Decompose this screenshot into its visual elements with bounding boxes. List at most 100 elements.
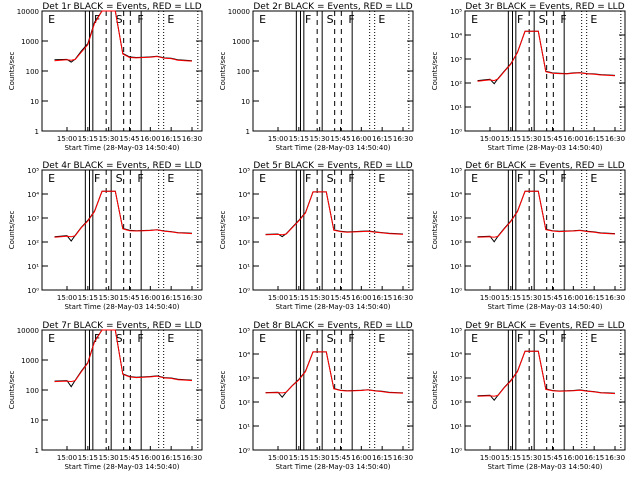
x-tick-label: 15:30 xyxy=(99,454,119,462)
x-tick-label: 16:00 xyxy=(140,454,160,462)
x-axis-label: Start Time (28-May-03 14:50:40) xyxy=(275,144,390,152)
plot-frame xyxy=(464,10,626,132)
lld-series-line xyxy=(477,350,616,397)
segment-label: E xyxy=(48,332,55,345)
segment-label: E xyxy=(471,13,478,26)
x-tick-label: 16:15 xyxy=(584,294,604,302)
segment-label: S xyxy=(116,172,123,185)
x-tick-label: 16:00 xyxy=(563,135,583,143)
lld-series-line xyxy=(265,191,404,236)
y-tick-label: 10⁵ xyxy=(450,327,462,335)
x-tick-label: 16:30 xyxy=(605,294,625,302)
x-axis-label: Start Time (28-May-03 14:50:40) xyxy=(64,144,179,152)
x-tick-label: 15:45 xyxy=(119,135,139,143)
y-tick-label: 1 xyxy=(246,128,250,136)
x-tick-label: 16:15 xyxy=(161,135,181,143)
segment-label: E xyxy=(471,332,478,345)
x-tick-label: 15:00 xyxy=(268,454,288,462)
x-tick-label: 15:00 xyxy=(268,294,288,302)
x-tick-label: 16:30 xyxy=(605,454,625,462)
x-axis-label: Start Time (28-May-03 14:50:40) xyxy=(64,463,179,471)
y-tick-label: 10⁵ xyxy=(238,167,250,175)
y-axis-label: Counts/sec xyxy=(431,52,439,91)
y-tick-label: 100 xyxy=(237,68,250,76)
x-tick-label: 15:45 xyxy=(542,454,562,462)
x-tick-label: 15:45 xyxy=(119,294,139,302)
x-tick-label: 15:30 xyxy=(310,294,330,302)
y-axis-label: Counts/sec xyxy=(8,211,16,250)
x-tick-label: 15:00 xyxy=(480,135,500,143)
segment-label: F xyxy=(517,172,523,185)
lld-series-line xyxy=(477,190,616,238)
segment-label: S xyxy=(539,172,546,185)
y-tick-label: 10⁴ xyxy=(450,351,462,359)
x-tick-label: 16:00 xyxy=(140,135,160,143)
segment-label: F xyxy=(517,332,523,345)
segment-label: F xyxy=(94,172,100,185)
chart-title: Det 6r BLACK = Events, RED = LLD xyxy=(465,161,624,171)
segment-label: F xyxy=(348,13,354,26)
y-tick-label: 10⁴ xyxy=(238,191,250,199)
x-tick-label: 15:15 xyxy=(78,135,98,143)
y-tick-label: 10¹ xyxy=(238,423,250,431)
chart-title: Det 1r BLACK = Events, RED = LLD xyxy=(42,2,201,12)
lld-series-line xyxy=(477,30,616,82)
y-tick-label: 10¹ xyxy=(238,263,250,271)
segment-label: E xyxy=(259,172,266,185)
y-tick-label: 1000 xyxy=(21,38,39,46)
segment-label: S xyxy=(327,172,334,185)
y-tick-label: 10³ xyxy=(238,375,250,383)
plot-frame xyxy=(41,10,203,132)
y-axis-label: Counts/sec xyxy=(219,52,227,91)
y-tick-label: 10² xyxy=(27,239,39,247)
y-axis-label: Counts/sec xyxy=(431,371,439,410)
segment-label: F xyxy=(305,172,311,185)
segment-label: E xyxy=(590,13,597,26)
chart-title: Det 8r BLACK = Events, RED = LLD xyxy=(253,321,412,331)
y-tick-label: 10² xyxy=(238,399,250,407)
x-tick-label: 16:15 xyxy=(161,454,181,462)
x-tick-label: 15:15 xyxy=(78,294,98,302)
x-tick-label: 15:45 xyxy=(330,294,350,302)
segment-label: E xyxy=(167,332,174,345)
y-tick-label: 10² xyxy=(450,239,462,247)
segment-label: F xyxy=(137,172,143,185)
y-tick-label: 10000 xyxy=(17,8,39,16)
x-tick-label: 16:30 xyxy=(182,294,202,302)
y-tick-label: 10000 xyxy=(17,327,39,335)
y-tick-label: 10⁰ xyxy=(238,287,250,295)
y-tick-label: 10⁴ xyxy=(450,32,462,40)
segment-label: E xyxy=(167,172,174,185)
segment-label: E xyxy=(259,13,266,26)
plot-frame xyxy=(252,10,414,132)
x-tick-label: 15:00 xyxy=(268,135,288,143)
x-tick-label: 16:30 xyxy=(182,135,202,143)
y-tick-label: 10⁰ xyxy=(450,128,462,136)
segment-label: S xyxy=(327,13,334,26)
x-tick-label: 15:00 xyxy=(57,454,77,462)
x-tick-label: 15:45 xyxy=(330,135,350,143)
y-tick-label: 10 xyxy=(30,98,39,106)
x-tick-label: 15:45 xyxy=(119,454,139,462)
y-tick-label: 1000 xyxy=(21,357,39,365)
x-tick-label: 15:30 xyxy=(99,135,119,143)
x-axis-label: Start Time (28-May-03 14:50:40) xyxy=(275,303,390,311)
segment-label: E xyxy=(378,172,385,185)
x-tick-label: 15:15 xyxy=(501,454,521,462)
x-tick-label: 15:45 xyxy=(330,454,350,462)
x-tick-label: 16:15 xyxy=(584,454,604,462)
x-tick-label: 15:00 xyxy=(480,294,500,302)
x-axis-label: Start Time (28-May-03 14:50:40) xyxy=(487,463,602,471)
x-tick-label: 15:00 xyxy=(57,135,77,143)
y-tick-label: 100 xyxy=(26,68,39,76)
chart-title: Det 5r BLACK = Events, RED = LLD xyxy=(253,161,412,171)
y-axis-label: Counts/sec xyxy=(219,211,227,250)
x-tick-label: 15:15 xyxy=(78,454,98,462)
y-tick-label: 10³ xyxy=(450,375,462,383)
x-tick-label: 16:30 xyxy=(182,454,202,462)
